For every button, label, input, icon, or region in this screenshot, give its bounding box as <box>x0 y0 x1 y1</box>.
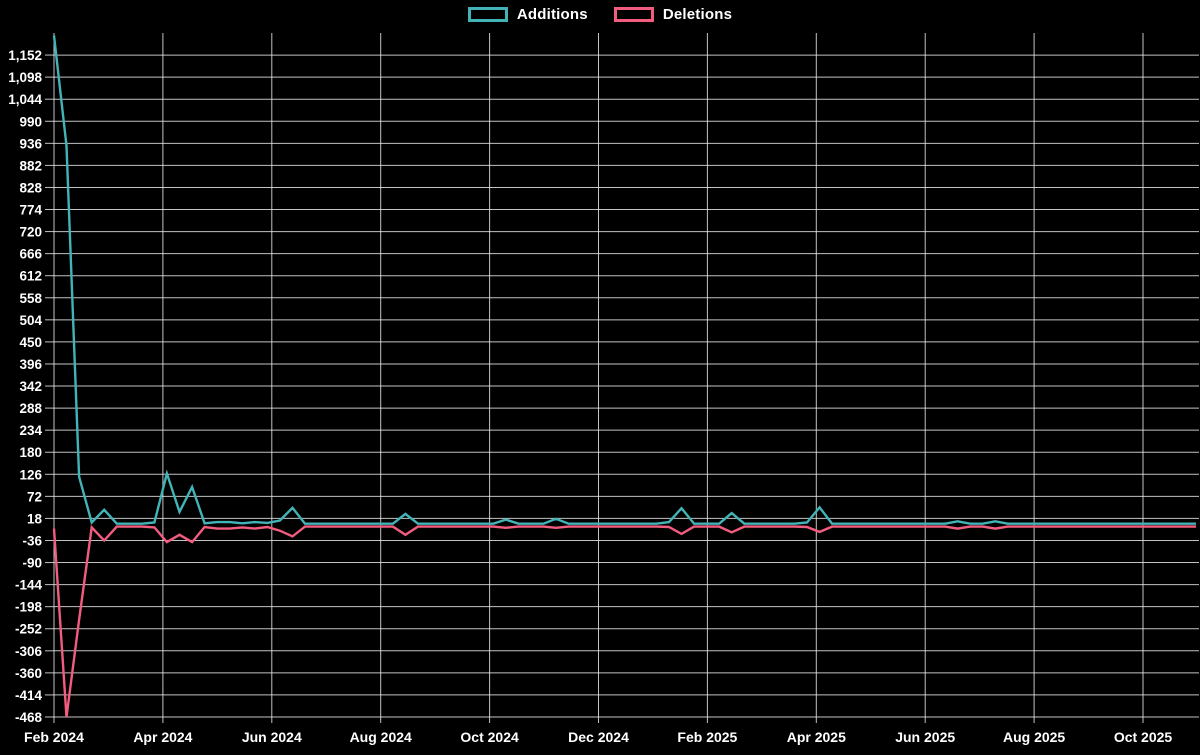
y-axis-label: 234 <box>19 423 42 438</box>
x-axis-label: Jun 2024 <box>242 729 302 745</box>
y-axis-label: -414 <box>15 688 43 703</box>
y-axis-label: 882 <box>19 158 42 173</box>
x-axis-label: Feb 2024 <box>24 729 84 745</box>
legend-label-deletions: Deletions <box>662 6 733 23</box>
chart-legend: Additions Deletions <box>0 6 1200 23</box>
series-line-additions <box>52 35 1196 525</box>
deletions-swatch-icon <box>613 7 654 22</box>
y-axis-label: 1,152 <box>8 48 42 63</box>
y-axis-label: 936 <box>19 136 42 151</box>
legend-label-additions: Additions <box>516 6 588 23</box>
y-axis-label: -90 <box>22 556 42 571</box>
y-axis-label: 180 <box>19 445 42 460</box>
y-axis-label: 612 <box>19 269 42 284</box>
y-axis-label: 666 <box>19 247 42 262</box>
legend-item-deletions[interactable]: Deletions <box>613 6 733 23</box>
series-line-deletions <box>52 524 1196 718</box>
x-axis-label: Apr 2025 <box>787 729 846 745</box>
y-axis-label: -360 <box>15 666 42 681</box>
x-axis-label: Apr 2024 <box>133 729 192 745</box>
legend-item-additions[interactable]: Additions <box>467 6 588 23</box>
y-axis-label: 1,098 <box>8 70 42 85</box>
x-axis-label: Oct 2025 <box>1114 729 1173 745</box>
y-axis-label: 342 <box>19 379 42 394</box>
y-axis-label: 18 <box>27 511 43 526</box>
y-axis-label: 126 <box>19 467 42 482</box>
y-axis-label: -144 <box>15 578 43 593</box>
x-axis-label: Aug 2025 <box>1003 729 1065 745</box>
y-axis-label: 72 <box>27 489 42 504</box>
x-axis-label: Feb 2025 <box>677 729 737 745</box>
y-axis-label: 990 <box>19 114 42 129</box>
y-axis-label: -306 <box>15 644 43 659</box>
y-axis-label: -252 <box>15 622 42 637</box>
x-axis-label: Oct 2024 <box>460 729 519 745</box>
y-axis-label: 1,044 <box>8 92 42 107</box>
y-axis-label: 774 <box>19 203 42 218</box>
y-axis-label: 288 <box>19 401 42 416</box>
x-axis-label: Aug 2024 <box>350 729 412 745</box>
y-axis-label: 504 <box>19 313 42 328</box>
y-axis-label: 450 <box>19 335 42 350</box>
x-axis-label: Dec 2024 <box>568 729 629 745</box>
additions-swatch-icon <box>467 7 508 22</box>
y-axis-label: -468 <box>15 710 43 725</box>
y-axis-label: 720 <box>19 225 42 240</box>
y-axis-label: 396 <box>19 357 42 372</box>
y-axis-label: -36 <box>22 533 42 548</box>
y-axis-label: 828 <box>19 180 42 195</box>
y-axis-label: 558 <box>19 291 42 306</box>
y-axis-label: -198 <box>15 600 43 615</box>
x-axis-label: Jun 2025 <box>895 729 955 745</box>
